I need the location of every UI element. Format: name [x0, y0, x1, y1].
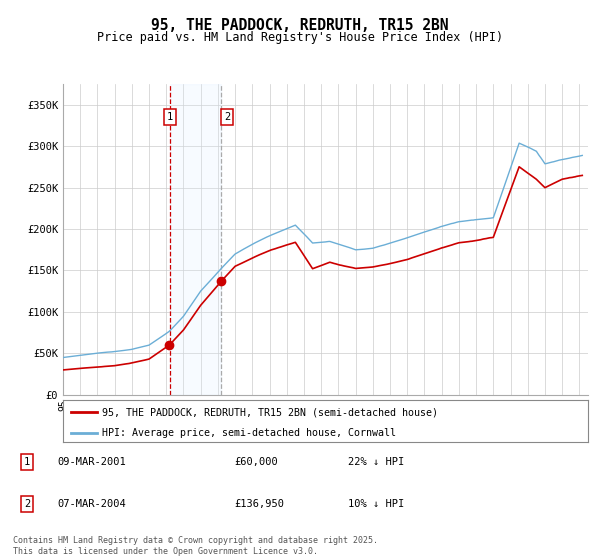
- Text: 95, THE PADDOCK, REDRUTH, TR15 2BN (semi-detached house): 95, THE PADDOCK, REDRUTH, TR15 2BN (semi…: [103, 407, 439, 417]
- Text: £60,000: £60,000: [234, 457, 278, 467]
- Text: 1: 1: [24, 457, 30, 467]
- Text: 09-MAR-2001: 09-MAR-2001: [57, 457, 126, 467]
- Text: 22% ↓ HPI: 22% ↓ HPI: [348, 457, 404, 467]
- Text: 1: 1: [166, 111, 173, 122]
- Text: 07-MAR-2004: 07-MAR-2004: [57, 499, 126, 509]
- Text: HPI: Average price, semi-detached house, Cornwall: HPI: Average price, semi-detached house,…: [103, 428, 397, 438]
- Text: 2: 2: [224, 111, 230, 122]
- Bar: [170, 84, 221, 395]
- Text: Contains HM Land Registry data © Crown copyright and database right 2025.
This d: Contains HM Land Registry data © Crown c…: [13, 536, 378, 556]
- Text: 95, THE PADDOCK, REDRUTH, TR15 2BN: 95, THE PADDOCK, REDRUTH, TR15 2BN: [151, 18, 449, 33]
- Text: Price paid vs. HM Land Registry's House Price Index (HPI): Price paid vs. HM Land Registry's House …: [97, 31, 503, 44]
- Text: £136,950: £136,950: [234, 499, 284, 509]
- Text: 10% ↓ HPI: 10% ↓ HPI: [348, 499, 404, 509]
- Text: 2: 2: [24, 499, 30, 509]
